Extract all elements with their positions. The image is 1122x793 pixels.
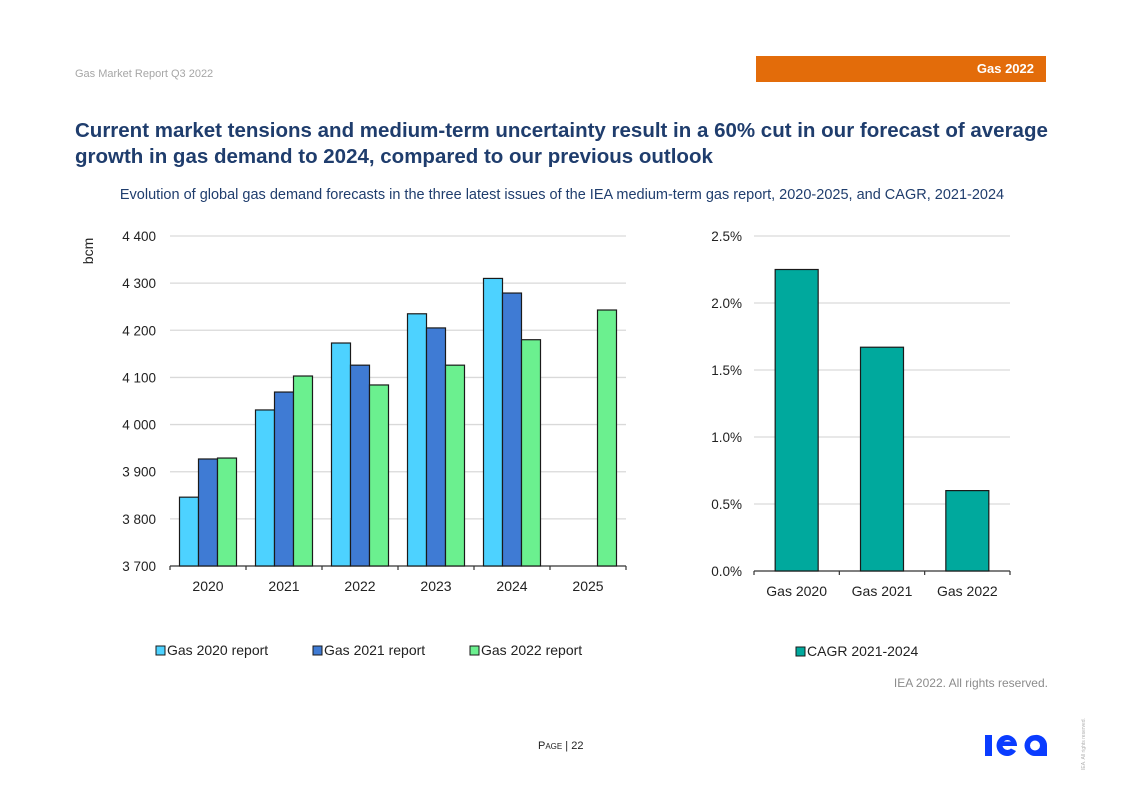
bar-gas-2020-report-2024 [482,277,504,567]
bar-gas-2021-report-2023 [425,327,447,567]
bar-gas-2022-report-2025 [596,309,618,567]
demand-forecast-chart: 3 700 3 800 3 900 4 000 4 100 4 200 4 300 4 400… [80,229,627,658]
cagr-chart: 0.0% 0.5% 1.0% 1.5% 2.0% 2.5% Gas 2020 Gas 2021… [711,229,1011,659]
x-tick-label: 2023 [420,578,451,594]
bar-gas-2022-report-2024 [520,339,542,567]
bar-gas-2022-report-2023 [444,364,466,567]
report-name: Gas Market Report Q3 2022 [75,68,214,80]
section-tag-label: Gas 2022 [976,61,1034,76]
x-tick-label: 2021 [268,578,299,594]
page-title: Current market tensions and medium-term … [75,119,1048,168]
y-tick-label: 4 300 [122,276,156,291]
y-tick-label: 3 700 [122,559,156,574]
page-number-value: 22 [571,740,584,752]
y-tick-label: 1.0% [711,430,742,445]
bar-gas-2021-report-2020 [197,458,219,567]
legend-swatch [155,645,166,656]
bar-gas-2021-report-2021 [273,391,295,567]
rights-vertical-text: IEA. All rights reserved. [1081,718,1087,770]
figure-subtitle: Evolution of global gas demand forecasts… [119,187,1005,203]
y-axis-label: bcm [80,238,96,264]
bar-gas-2020-report-2021 [254,409,276,567]
y-tick-label: 3 800 [122,512,156,527]
x-tick-label: Gas 2022 [937,583,998,599]
legend-swatch [469,645,480,656]
page-number: Page | 22 [538,740,583,752]
y-tick-label: 1.5% [711,363,742,378]
y-tick-label: 3 900 [122,465,156,480]
y-tick-label: 0.5% [711,497,742,512]
bar-cagr-2021-2024-gas-2021 [859,346,905,572]
page-separator: | [562,740,572,752]
bar-gas-2022-report-2021 [292,375,314,567]
bar-gas-2020-report-2022 [330,342,352,567]
y-tick-label: 4 100 [122,370,156,385]
y-tick-label: 2.0% [711,296,742,311]
x-tick-label: 2025 [572,578,603,594]
bar-gas-2022-report-2020 [216,457,238,567]
page-label: Page [538,740,563,752]
y-tick-label: 4 400 [122,229,156,244]
legend-label: CAGR 2021-2024 [807,643,919,659]
iea-logo [985,734,1048,756]
y-tick-label: 2.5% [711,229,742,244]
y-tick-label: 4 200 [122,323,156,338]
legend-swatch [795,646,806,657]
bar-gas-2021-report-2022 [349,364,371,567]
x-tick-label: 2020 [192,578,223,594]
bar-gas-2021-report-2024 [501,292,523,567]
bar-gas-2020-report-2023 [406,313,428,567]
bar-gas-2022-report-2022 [368,384,390,567]
x-tick-label: Gas 2021 [852,583,913,599]
bar-gas-2020-report-2020 [178,496,200,567]
y-tick-label: 0.0% [711,564,742,579]
y-tick-label: 4 000 [122,418,156,433]
bar-cagr-2021-2024-gas-2020 [774,268,819,572]
legend-label: Gas 2020 report [167,642,268,658]
x-tick-label: 2024 [496,578,527,594]
x-tick-label: 2022 [344,578,375,594]
legend-label: Gas 2022 report [481,642,582,658]
section-tag: Gas 2022 [756,56,1046,82]
bar-cagr-2021-2024-gas-2022 [945,490,990,572]
legend-label: Gas 2021 report [324,642,425,658]
x-tick-label: Gas 2020 [766,583,827,599]
legend-swatch [312,645,323,656]
copyright-footnote: IEA 2022. All rights reserved. [893,676,1048,690]
